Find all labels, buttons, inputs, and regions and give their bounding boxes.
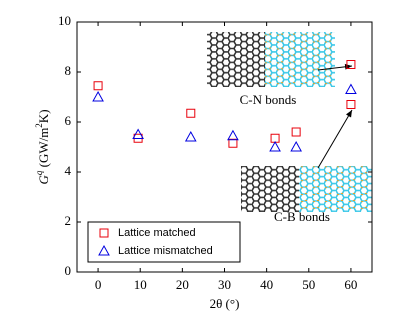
arrow xyxy=(317,109,353,169)
y-axis-label-part: (GW/m xyxy=(36,128,51,171)
y-axis-label-part: G xyxy=(36,175,51,185)
y-tick-label: 4 xyxy=(65,163,72,178)
marker-triangle xyxy=(269,140,281,152)
marker-square xyxy=(346,100,356,109)
y-axis-label-part: 2 xyxy=(34,123,44,128)
marker-square xyxy=(228,138,238,148)
arrow xyxy=(317,63,353,71)
legend-box xyxy=(87,221,241,263)
x-tick-label: 20 xyxy=(176,277,189,292)
annotation: C-B bonds xyxy=(274,209,330,224)
x-tick-label: 40 xyxy=(260,277,273,292)
x-tick-label: 0 xyxy=(95,277,102,292)
marker-square xyxy=(346,60,356,69)
marker-triangle xyxy=(98,244,110,256)
y-axis-label: Gq (GW/m2K) xyxy=(34,109,51,184)
marker-square xyxy=(186,108,196,118)
y-axis-label-part: q xyxy=(34,170,44,175)
legend-label: Lattice mismatched xyxy=(118,245,213,257)
marker-triangle xyxy=(184,130,197,142)
annotation: C-N bonds xyxy=(240,92,297,107)
marker-triangle xyxy=(92,90,104,102)
y-tick-label: 10 xyxy=(58,13,71,28)
x-tick-label: 30 xyxy=(218,277,231,292)
legend-label: Lattice matched xyxy=(118,227,196,239)
marker-triangle xyxy=(132,128,144,139)
x-tick-label: 50 xyxy=(302,277,315,292)
x-tick-label: 60 xyxy=(344,277,357,292)
y-tick-label: 0 xyxy=(65,263,72,278)
marker-triangle xyxy=(345,83,357,94)
y-tick-label: 2 xyxy=(65,213,72,228)
y-axis-label-part: K) xyxy=(36,109,51,123)
lattice-image xyxy=(207,32,372,212)
x-tick-label: 10 xyxy=(134,277,147,292)
marker-triangle xyxy=(290,140,302,152)
y-tick-label: 6 xyxy=(65,113,72,128)
marker-square xyxy=(291,127,301,137)
x-axis-label: 2θ (°) xyxy=(210,296,240,311)
y-tick-label: 8 xyxy=(65,63,72,78)
marker-square xyxy=(99,228,109,238)
marker-triangle xyxy=(227,129,239,141)
marker-square xyxy=(93,81,103,91)
